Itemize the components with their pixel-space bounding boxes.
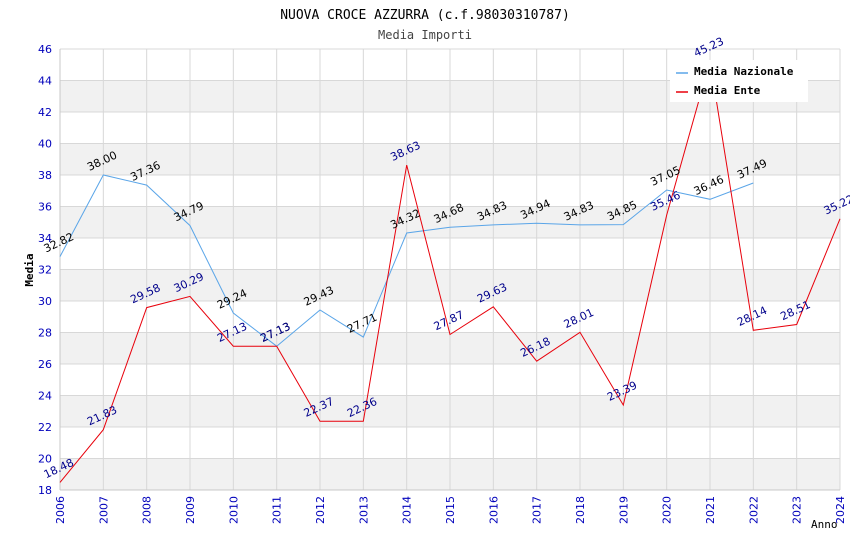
data-label-media-nazionale: 36.46 <box>692 173 726 198</box>
x-tick-label: 2012 <box>314 496 327 524</box>
x-tick-label: 2024 <box>834 496 847 524</box>
x-tick-label: 2017 <box>531 496 544 524</box>
x-tick-label: 2023 <box>791 496 804 524</box>
y-axis-title: Media <box>23 253 36 286</box>
y-axis-ticks: 18 20 22 24 26 28 30 32 34 36 38 40 42 44 46 <box>38 43 52 497</box>
y-tick-label: 26 <box>38 358 52 371</box>
y-tick-label: 36 <box>38 201 52 214</box>
x-tick-label: 2007 <box>97 496 110 524</box>
legend-label-media-nazionale: Media Nazionale <box>694 65 794 78</box>
x-tick-label: 2019 <box>617 496 630 524</box>
x-tick-label: 2008 <box>141 496 154 524</box>
x-tick-label: 2018 <box>574 496 587 524</box>
y-tick-label: 42 <box>38 106 52 119</box>
x-tick-label: 2020 <box>661 496 674 524</box>
y-tick-label: 30 <box>38 295 52 308</box>
y-tick-label: 40 <box>38 138 52 151</box>
legend-box <box>670 60 808 102</box>
x-tick-label: 2016 <box>487 496 500 524</box>
x-tick-label: 2021 <box>704 496 717 524</box>
gridlines <box>59 48 841 491</box>
chart-title: NUOVA CROCE AZZURRA (c.f.98030310787) <box>280 8 570 23</box>
y-tick-label: 22 <box>38 421 52 434</box>
y-tick-label: 32 <box>38 264 52 277</box>
x-tick-label: 2014 <box>401 496 414 524</box>
y-tick-label: 34 <box>38 232 52 245</box>
x-tick-label: 2009 <box>184 496 197 524</box>
x-tick-label: 2006 <box>54 496 67 524</box>
x-axis-title: Anno <box>811 518 838 531</box>
data-label-media-ente: 28.01 <box>562 306 596 331</box>
y-tick-label: 44 <box>38 75 52 88</box>
legend-label-media-ente: Media Ente <box>694 84 761 97</box>
y-tick-label: 46 <box>38 43 52 56</box>
legend: Media Nazionale Media Ente <box>670 60 808 102</box>
data-label-media-ente: 45.23 <box>692 35 726 60</box>
x-tick-label: 2022 <box>747 496 760 524</box>
y-tick-label: 20 <box>38 453 52 466</box>
x-tick-label: 2010 <box>227 496 240 524</box>
x-tick-label: 2013 <box>357 496 370 524</box>
series-line-media-nazionale <box>59 174 754 347</box>
chart-subtitle: Media Importi <box>378 28 472 42</box>
data-label-media-ente: 28.51 <box>778 298 812 323</box>
y-tick-label: 24 <box>38 390 52 403</box>
x-axis-ticks: 2006 2007 2008 2009 2010 2011 2012 2013 2014 2015… <box>54 496 847 524</box>
x-tick-label: 2015 <box>444 496 457 524</box>
y-tick-label: 28 <box>38 327 52 340</box>
x-tick-label: 2011 <box>271 496 284 524</box>
y-tick-label: 18 <box>38 484 52 497</box>
y-tick-label: 38 <box>38 169 52 182</box>
